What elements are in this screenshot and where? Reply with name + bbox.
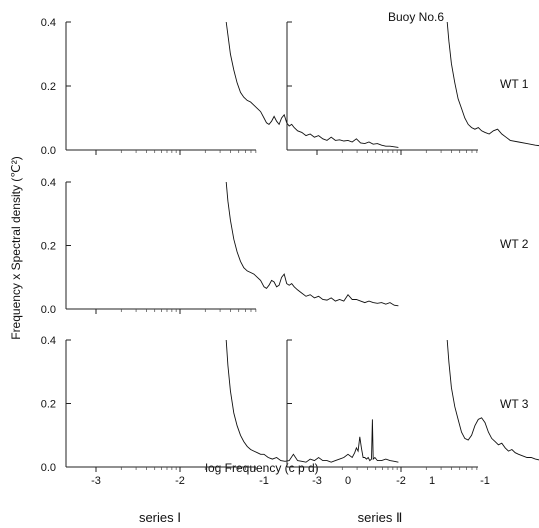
y-tick-label: 0.4 (41, 177, 56, 189)
x-tick-label: 0 (345, 475, 351, 487)
y-tick-label: 0.4 (41, 335, 56, 347)
row-label-wt1: WT 1 (500, 77, 529, 91)
panel-wt3-series2: -3 -2 -1 0 1 (286, 339, 539, 487)
spectrum-line-wt2-series1 (225, 181, 399, 307)
x-tick-label: -1 (259, 475, 269, 487)
y-tick-label: 0.0 (41, 304, 56, 316)
x-tick-label: -3 (91, 475, 101, 487)
panel-wt2-series1: 0.0 0.2 0.4 (41, 177, 399, 316)
y-tick-label: 0.0 (41, 462, 56, 474)
spectrum-line-wt1-series1 (225, 21, 399, 148)
column-label-series-1: series Ⅰ (139, 510, 181, 525)
y-tick-label: 0.0 (41, 145, 56, 157)
x-tick-label: -2 (396, 475, 406, 487)
row-label-wt2: WT 2 (500, 237, 529, 251)
spectrum-line-wt3-series1 (225, 339, 399, 463)
x-tick-label: -2 (175, 475, 185, 487)
x-tick-label: -1 (480, 475, 490, 487)
panel-wt3-series1: 0.0 0.2 0.4 -3 -2 -1 0 1 (41, 335, 435, 487)
y-tick-label: 0.2 (41, 241, 56, 253)
x-tick-label: -3 (312, 475, 322, 487)
spectrum-line-wt3-series2 (446, 339, 539, 461)
panel-wt1-series1: 0.0 0.2 0.4 (41, 17, 399, 157)
panel-wt1-series2 (286, 21, 539, 155)
panels: 0.00.20.40.00.20.40.00.20.4-3 -2 -1 0 1-3 -2-… (41, 17, 539, 487)
y-tick-label: 0.4 (41, 17, 56, 29)
row-label-wt3: WT 3 (500, 397, 529, 411)
y-tick-label: 0.2 (41, 81, 56, 93)
buoy-label: Buoy No.6 (388, 10, 444, 24)
y-axis-label: Frequency x Spectral density (℃²) (9, 156, 23, 340)
y-tick-label: 0.2 (41, 399, 56, 411)
spectrum-line-wt1-series2 (446, 21, 539, 147)
x-axis-label: log Frequency (c p d) (205, 461, 318, 475)
x-tick-label: 1 (429, 475, 435, 487)
column-label-series-2: series Ⅱ (358, 510, 403, 525)
